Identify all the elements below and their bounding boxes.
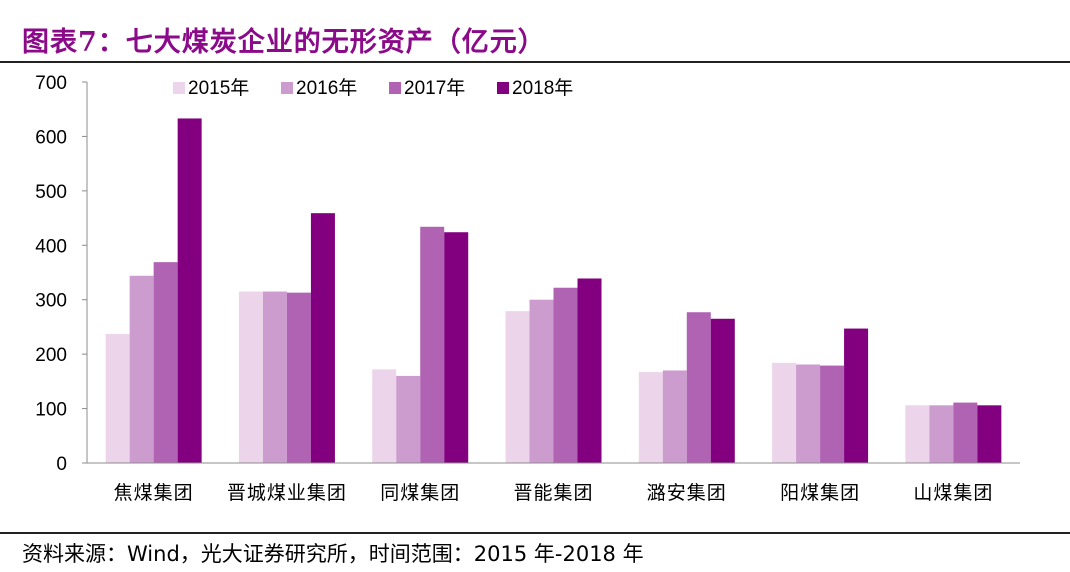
bar	[129, 275, 154, 463]
legend-swatch	[281, 82, 293, 94]
bar	[553, 287, 578, 463]
bar	[310, 213, 335, 463]
bar	[505, 311, 530, 463]
bar	[638, 372, 663, 463]
x-category-label: 山煤集团	[913, 482, 993, 504]
y-tick-label: 700	[35, 73, 67, 94]
bar	[710, 318, 735, 463]
source-divider	[0, 532, 1070, 534]
x-category-label: 潞安集团	[647, 482, 727, 504]
bar	[420, 226, 445, 463]
bar-group	[105, 118, 1002, 463]
y-tick-label: 400	[35, 236, 67, 257]
bar	[796, 364, 821, 463]
y-tick-label: 300	[35, 291, 67, 312]
x-category-label: 晋城煤业集团	[227, 482, 347, 504]
x-category-label: 阳煤集团	[780, 482, 860, 504]
bar	[577, 278, 602, 463]
y-axis: 0 100 200 300 400 500 600 700	[35, 73, 88, 475]
y-tick-label: 0	[56, 454, 67, 475]
bar	[262, 291, 287, 463]
bar	[396, 375, 421, 463]
y-tick-label: 100	[35, 400, 67, 421]
legend-swatch	[173, 82, 185, 94]
x-category-label: 同煤集团	[380, 482, 460, 504]
bar	[686, 312, 711, 463]
bar	[953, 402, 978, 463]
x-category-label: 焦煤集团	[114, 482, 194, 504]
legend-swatch	[497, 82, 509, 94]
bar	[444, 232, 469, 463]
bar	[844, 328, 869, 463]
y-tick-label: 200	[35, 345, 67, 366]
bar	[977, 405, 1002, 463]
y-tick-label: 500	[35, 182, 67, 203]
bar	[529, 299, 554, 463]
source-note: 资料来源：Wind，光大证券研究所，时间范围：2015 年-2018 年	[22, 542, 644, 566]
legend-label: 2017年	[404, 77, 465, 99]
bar	[153, 262, 178, 463]
x-category-label: 晋能集团	[513, 482, 593, 504]
legend: 2015年 2016年 2017年 2018年	[173, 77, 573, 99]
x-axis: 焦煤集团 晋城煤业集团 同煤集团 晋能集团 潞安集团 阳煤集团 山煤集团	[87, 462, 1020, 504]
bar	[820, 365, 845, 463]
legend-swatch	[389, 82, 401, 94]
title-divider	[0, 61, 1070, 63]
legend-label: 2018年	[512, 77, 573, 99]
bar	[372, 369, 397, 463]
bar	[286, 292, 311, 463]
legend-label: 2016年	[296, 77, 357, 99]
legend-label: 2015年	[188, 77, 249, 99]
bar	[905, 405, 930, 463]
bar	[929, 405, 954, 463]
bar-chart: 0 100 200 300 400 500 600 700 焦煤集团 晋城煤业集团 同煤集团 晋能集…	[35, 73, 1020, 504]
chart-title: 图表7：七大煤炭企业的无形资产（亿元）	[22, 27, 546, 58]
bar	[772, 362, 797, 463]
y-tick-label: 600	[35, 127, 67, 148]
bar	[662, 370, 687, 463]
bar	[238, 291, 263, 463]
bar	[177, 118, 202, 463]
bar	[105, 334, 130, 463]
